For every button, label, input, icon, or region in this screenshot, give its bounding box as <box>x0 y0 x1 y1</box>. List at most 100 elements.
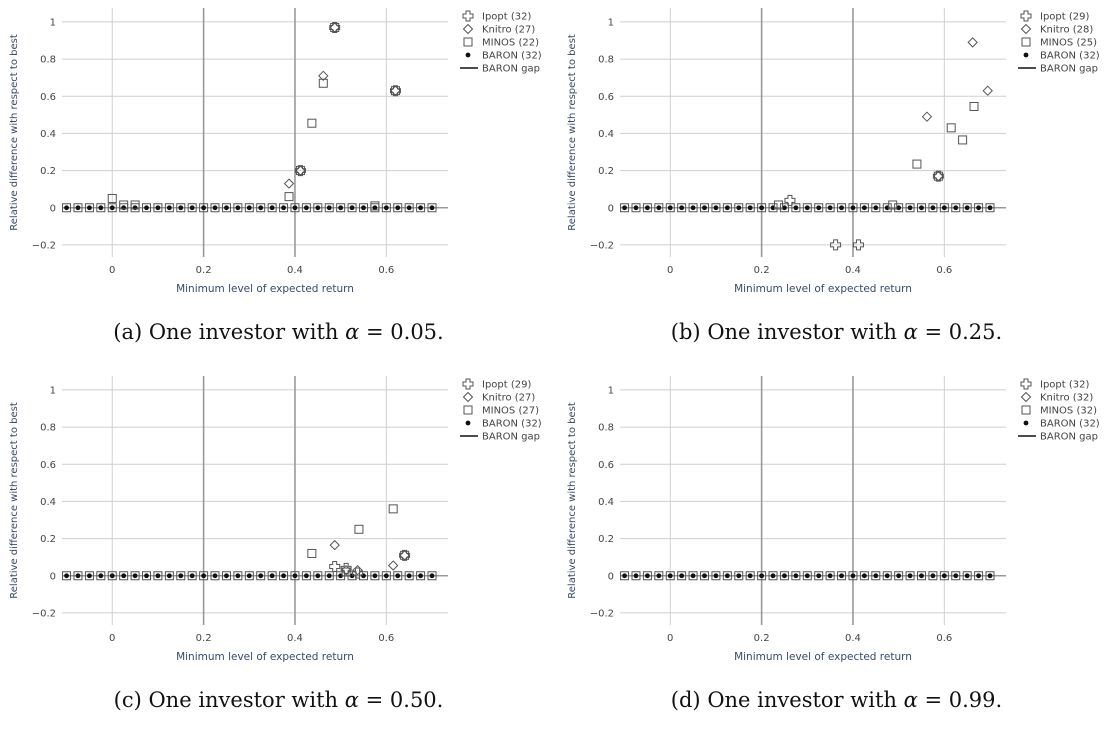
square-point <box>307 118 317 128</box>
caption-label: (c) <box>113 688 142 712</box>
baron-point <box>315 205 321 211</box>
scatter-chart-d: −0.2 0 0.2 0.4 0.6 0.8 1 0 0.2 0.4 0.6 Minimum leve… <box>567 376 1100 663</box>
baron-point-box <box>381 203 391 213</box>
baron-point <box>178 573 184 579</box>
square-point <box>330 23 340 33</box>
legend-swatch <box>462 391 474 403</box>
baron-point <box>372 205 378 211</box>
y-tick-label: 0.8 <box>40 55 56 66</box>
baron-point-box <box>84 571 94 581</box>
legend-swatch <box>463 37 473 47</box>
baron-point-box <box>107 203 117 213</box>
square-point <box>958 135 968 145</box>
caption-value: = 0.99. <box>924 688 1003 712</box>
baron-point-box <box>688 203 698 213</box>
caption-symbol: α <box>344 688 359 712</box>
legend-entry: BARON (32) <box>482 419 542 430</box>
baron-point-box <box>871 203 881 213</box>
x-tick-label: 0.2 <box>754 633 770 644</box>
cross-point <box>830 239 842 251</box>
legend-entry: Ipopt (32) <box>482 12 531 23</box>
baron-point <box>281 573 286 579</box>
x-tick-label: 0 <box>109 265 115 276</box>
baron-point-box <box>119 571 129 581</box>
diamond-point <box>921 111 933 122</box>
baron-point <box>418 205 423 211</box>
cross-point <box>389 85 401 97</box>
legend: Ipopt (29) Knitro (28) MINOS (25) BARON (32… <box>1018 10 1100 75</box>
legend-swatch <box>1020 378 1032 390</box>
caption-label: (b) <box>670 320 701 344</box>
baron-point-box <box>199 203 209 213</box>
square-point <box>341 567 351 577</box>
baron-point-box <box>951 203 961 213</box>
y-tick-label: 0.8 <box>598 55 614 66</box>
legend-swatch <box>465 52 471 58</box>
x-tick-label: 0.4 <box>287 265 303 276</box>
baron-point <box>724 205 730 211</box>
gridlines <box>620 376 1006 625</box>
y-tick-label: 0 <box>608 571 614 582</box>
baron-point <box>850 573 856 579</box>
baron-point-box <box>871 571 881 581</box>
baron-point-box <box>734 203 744 213</box>
baron-point <box>361 205 366 211</box>
baron-point-box <box>894 571 904 581</box>
baron-point <box>235 573 241 579</box>
baron-point <box>178 205 184 211</box>
baron-point <box>667 205 673 211</box>
square-point <box>390 86 400 96</box>
square-point <box>318 78 328 88</box>
baron-point <box>679 573 685 579</box>
baron-point-box <box>347 203 357 213</box>
x-tick-label: 0.6 <box>378 633 394 644</box>
y-tick-label: 0.4 <box>40 497 56 508</box>
cross-point <box>329 22 341 34</box>
baron-point-box <box>837 571 847 581</box>
x-tick-label: 0.2 <box>196 265 212 276</box>
square-point <box>912 159 922 169</box>
square-point <box>307 548 317 558</box>
baron-point-box <box>768 571 778 581</box>
baron-point-box <box>244 203 254 213</box>
caption-text: One investor with <box>148 320 339 344</box>
legend-entry: BARON (32) <box>482 51 542 62</box>
baron-point-box <box>381 571 391 581</box>
baron-point-box <box>631 571 641 581</box>
y-tick-label: 0.6 <box>40 460 56 471</box>
baron-point-box <box>848 203 858 213</box>
baron-point-box <box>84 203 94 213</box>
legend-swatch <box>465 420 471 426</box>
baron-point <box>690 205 696 211</box>
caption-b: (b) One investor with α = 0.25. <box>558 320 1115 344</box>
y-tick-label: 0.2 <box>40 166 56 177</box>
baron-point <box>258 573 264 579</box>
baron-point-box <box>62 571 72 581</box>
x-tick-label: 0.4 <box>287 633 303 644</box>
caption-value: = 0.05. <box>366 320 444 344</box>
y-tick-label: 1 <box>50 17 56 28</box>
baron-point <box>987 573 993 579</box>
baron-point-box <box>665 571 675 581</box>
legend-entry: MINOS (22) <box>482 38 539 49</box>
baron-point <box>418 573 423 579</box>
baron-point-box <box>142 203 152 213</box>
baron-point-box <box>905 571 915 581</box>
scatter-chart-b: −0.2 0 0.2 0.4 0.6 0.8 1 0 0.2 0.4 0.6 Minimum leve… <box>567 8 1100 295</box>
baron-point-box <box>404 571 414 581</box>
baron-point-box <box>985 571 995 581</box>
y-tick-label: −0.2 <box>32 608 56 619</box>
baron-point-box <box>233 571 243 581</box>
baron-point <box>953 205 959 211</box>
baron-point-box <box>745 203 755 213</box>
baron-point <box>75 573 81 579</box>
diamond-point <box>352 564 363 576</box>
baron-point <box>189 205 195 211</box>
baron-point <box>622 573 627 579</box>
baron-point <box>258 205 264 211</box>
baron-point <box>919 573 924 579</box>
baron-point <box>87 205 92 211</box>
caption-symbol: α <box>345 320 360 344</box>
square-point <box>284 192 294 202</box>
legend-swatch <box>1021 405 1031 415</box>
